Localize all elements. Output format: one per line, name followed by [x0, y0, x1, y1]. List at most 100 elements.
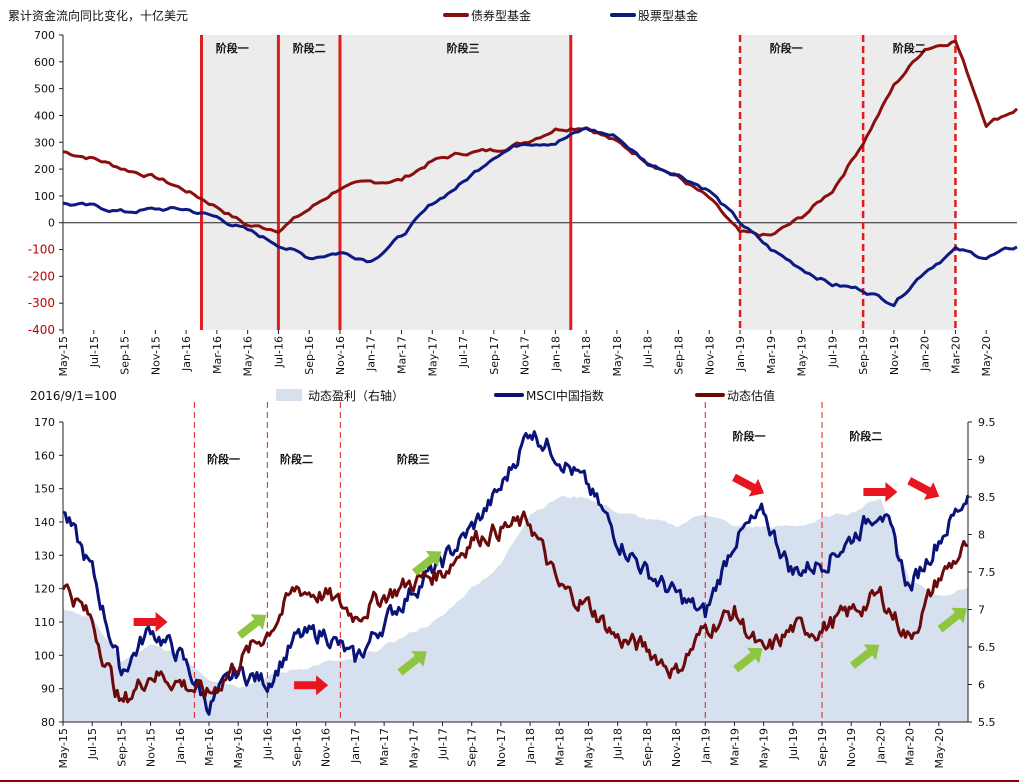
x-tick-label-20: Sep-18 — [672, 336, 685, 375]
legend-msci: MSCI中国指数 — [494, 388, 604, 403]
x-tick-label-27: Nov-19 — [888, 336, 901, 375]
stage-label-bottom-1: 阶段二 — [280, 452, 313, 466]
stage-label-top-3: 阶段一 — [770, 41, 803, 55]
x-tick-label-12: May-17 — [426, 336, 439, 377]
x-tick-label-9: Nov-16 — [334, 336, 347, 375]
bottom-x-tick-label-24: May-19 — [758, 728, 771, 769]
left-tick-label-7: 100 — [34, 649, 55, 662]
x-tick-label-22: Jan-19 — [734, 336, 747, 372]
y-tick-label-0: 700 — [34, 29, 55, 42]
y-tick-label-4: 300 — [34, 136, 55, 149]
bottom-x-tick-label-29: Mar-20 — [904, 728, 917, 766]
bottom-x-tick-label-5: Mar-16 — [203, 728, 216, 766]
left-tick-label-0: 170 — [34, 416, 55, 429]
bottom-x-tick-label-12: May-17 — [407, 728, 420, 769]
y-tick-label-9: -200 — [28, 269, 55, 283]
arrow-green-3 — [397, 651, 427, 676]
right-tick-label-6: 6.5 — [978, 641, 996, 654]
x-tick-label-18: May-18 — [611, 336, 624, 377]
bottom-x-tick-label-13: Jul-17 — [437, 728, 450, 760]
bottom-x-tick-label-26: Sep-19 — [816, 728, 829, 767]
left-tick-label-5: 120 — [34, 583, 55, 596]
left-tick-label-9: 80 — [41, 716, 55, 729]
stage-label-bottom-2: 阶段三 — [397, 452, 430, 466]
index-line-1 — [61, 510, 969, 704]
stage-label-top-2: 阶段三 — [447, 41, 480, 55]
flow-line-0 — [62, 39, 1019, 238]
x-tick-label-30: May-20 — [980, 336, 993, 377]
left-tick-label-3: 140 — [34, 516, 55, 529]
stage-dividers — [199, 35, 957, 330]
x-tick-label-13: Jul-17 — [457, 336, 470, 368]
y-tick-label-1: 600 — [34, 56, 55, 69]
stage-label-top-0: 阶段一 — [216, 41, 249, 55]
x-tick-label-2: Sep-15 — [119, 336, 132, 375]
arrow-green-4 — [412, 551, 442, 576]
x-tick-label-21: Nov-18 — [703, 336, 716, 375]
bottom-x-tick-label-23: Mar-19 — [728, 728, 741, 766]
stage-label-bottom-3: 阶段一 — [733, 429, 766, 443]
bottom-x-tick-label-17: Mar-18 — [553, 728, 566, 766]
bottom-x-tick-label-8: Sep-16 — [291, 728, 304, 767]
bottom-x-tick-label-4: Jan-16 — [174, 728, 187, 764]
x-tick-label-15: Nov-17 — [519, 336, 532, 375]
x-tick-label-28: Jan-20 — [919, 336, 932, 372]
x-tick-label-8: Sep-16 — [303, 336, 316, 375]
right-tick-label-2: 8.5 — [978, 491, 996, 504]
y-tick-label-7: 0 — [48, 217, 55, 230]
x-tick-label-1: Jul-15 — [88, 336, 101, 368]
direction-arrows — [133, 473, 967, 696]
bottom-x-tick-label-25: Jul-19 — [787, 728, 800, 760]
arrow-green-1 — [236, 614, 267, 639]
legend-bond: 债券型基金 — [443, 8, 531, 23]
bottom-caption: 2016/9/1=100 — [30, 389, 117, 403]
bottom-x-tick-label-14: Sep-17 — [466, 728, 479, 767]
left-tick-label-6: 110 — [34, 616, 55, 629]
top-subtitle: 累计资金流向同比变化，十亿美元 — [8, 8, 188, 23]
left-tick-label-2: 150 — [34, 483, 55, 496]
legend-equity: 股票型基金 — [610, 8, 698, 23]
x-tick-label-4: Jan-16 — [180, 336, 193, 372]
x-tick-label-25: Jul-19 — [826, 336, 839, 368]
bottom-x-tick-label-30: May-20 — [933, 728, 946, 769]
x-tick-label-3: Nov-15 — [149, 336, 162, 375]
bottom-x-tick-label-10: Jan-17 — [349, 728, 362, 764]
bottom-x-tick-label-2: Sep-15 — [115, 728, 128, 767]
y-tick-label-2: 500 — [34, 83, 55, 96]
fund-flow-chart: 7006005004003002001000-100-200-300-400Ma… — [8, 8, 1019, 377]
legend-pe-label: 动态估值 — [727, 388, 775, 403]
arrow-red-2 — [294, 675, 329, 696]
legend-earnings-label: 动态盈利（右轴） — [308, 388, 404, 403]
y-tick-label-6: 100 — [34, 190, 55, 203]
arrow-green-8 — [849, 644, 880, 669]
bottom-x-tick-label-21: Nov-18 — [670, 728, 683, 767]
x-tick-label-17: Mar-18 — [580, 336, 593, 374]
right-tick-label-3: 8 — [978, 529, 985, 542]
arrow-green-10 — [937, 607, 967, 633]
msci-valuation-chart: 170 160 150 140 130 120 110 100 90 80 9.5 9 8.5 8 7.5 7… — [30, 388, 996, 769]
x-tick-label-16: Jan-18 — [549, 336, 562, 372]
y-tick-label-10: -300 — [28, 296, 55, 310]
legend-earnings: 动态盈利（右轴） — [276, 388, 404, 403]
right-tick-label-5: 7 — [978, 604, 985, 617]
bottom-x-tick-label-28: Jan-20 — [874, 728, 887, 764]
x-tick-label-10: Jan-17 — [365, 336, 378, 372]
bottom-x-tick-label-7: Jul-16 — [261, 728, 274, 760]
right-tick-label-1: 9 — [978, 454, 985, 467]
index-series — [61, 430, 970, 716]
stage-labels: 阶段一 阶段二 阶段三 阶段一 阶段二 — [216, 41, 926, 55]
stage-label-bottom-0: 阶段一 — [207, 452, 240, 466]
x-tick-label-7: Jul-16 — [272, 336, 285, 368]
stage-shade-1 — [740, 35, 956, 330]
legend-pe: 动态估值 — [695, 388, 775, 403]
stage-label-top-4: 阶段二 — [893, 41, 926, 55]
bottom-x-tick-label-6: May-16 — [232, 728, 245, 769]
bottom-x-tick-label-1: Jul-15 — [86, 728, 99, 760]
y-tick-label-5: 200 — [34, 163, 55, 176]
stage-label-top-1: 阶段二 — [293, 41, 326, 55]
right-tick-label-4: 7.5 — [978, 566, 996, 579]
right-tick-label-7: 6 — [978, 679, 985, 692]
x-tick-label-14: Sep-17 — [488, 336, 501, 375]
